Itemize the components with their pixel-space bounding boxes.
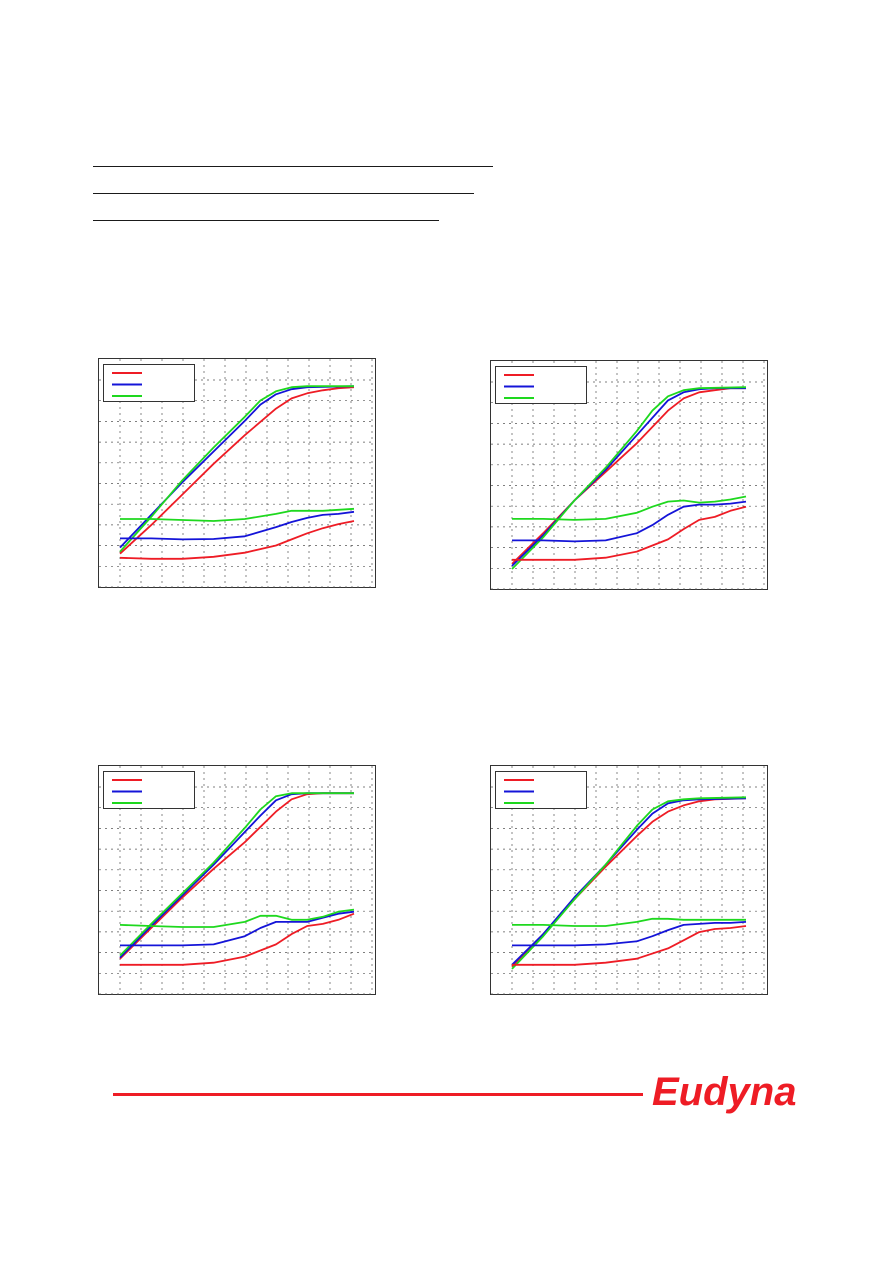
series-line-4 <box>512 505 747 561</box>
series-line-5 <box>120 910 355 947</box>
series-line-5 <box>512 500 747 543</box>
chart-legend <box>495 366 587 404</box>
series-line-3 <box>511 796 747 970</box>
chart-3 <box>98 765 376 995</box>
series-line-2 <box>511 797 747 966</box>
header-underline-2 <box>93 193 474 194</box>
series-line-4 <box>120 912 355 966</box>
series-line-5 <box>512 921 747 947</box>
series-line-4 <box>119 520 355 560</box>
chart-legend <box>495 771 587 809</box>
series-line-6 <box>512 917 746 927</box>
series-line-6 <box>119 908 355 928</box>
series-line-6 <box>512 495 747 521</box>
series-line-1 <box>119 386 355 555</box>
chart-2 <box>490 360 768 590</box>
header-underline-3 <box>93 220 439 221</box>
chart-svg <box>98 765 376 995</box>
chart-1 <box>98 358 376 588</box>
series-line-4 <box>512 925 747 966</box>
chart-svg <box>490 765 768 995</box>
chart-legend <box>103 364 195 402</box>
chart-4 <box>490 765 768 995</box>
chart-svg <box>98 358 376 588</box>
series-line-6 <box>120 507 355 522</box>
chart-legend <box>103 771 195 809</box>
series-line-3 <box>119 385 354 553</box>
chart-svg <box>490 360 768 590</box>
company-logo: Eudyna <box>652 1070 797 1114</box>
header-underline-1 <box>93 166 493 167</box>
series-line-5 <box>120 510 355 541</box>
footer-red-rule <box>113 1093 643 1096</box>
series-line-3 <box>119 792 354 957</box>
